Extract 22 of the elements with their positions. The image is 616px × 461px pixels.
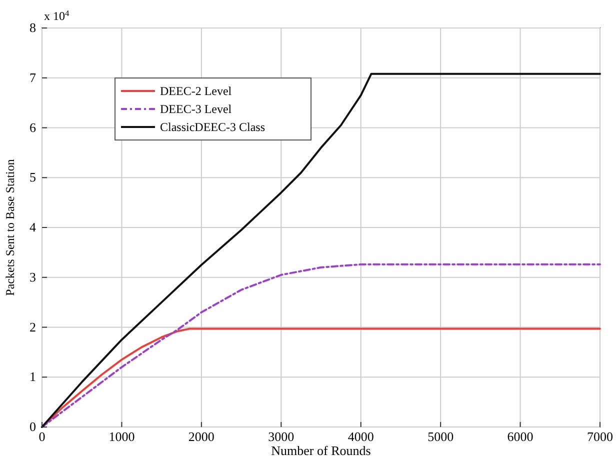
x-tick-label: 5000 <box>428 429 454 444</box>
y-tick-label: 2 <box>30 319 36 334</box>
x-tick-label: 3000 <box>268 429 294 444</box>
x-tick-label: 4000 <box>348 429 374 444</box>
y-tick-label: 6 <box>30 120 36 135</box>
y-axis-title: Packets Sent to Base Station <box>3 159 17 296</box>
y-tick-label: 1 <box>30 369 36 384</box>
legend-label: DEEC-2 Level <box>160 84 232 98</box>
x-tick-label: 1000 <box>108 429 135 444</box>
y-tick-label: 4 <box>30 220 36 234</box>
legend-label: DEEC-3 Level <box>160 102 232 116</box>
x-tick-label: 6000 <box>507 429 534 444</box>
legend-label: ClassicDEEC-3 Class <box>160 120 266 134</box>
text: x 10$^{4}$ <box>44 8 70 23</box>
x-axis-title: Number of Rounds <box>271 443 371 458</box>
x-tick-label: 2000 <box>188 429 214 444</box>
x-tick-label: 7000 <box>587 429 613 444</box>
y-tick-label: 3 <box>30 269 36 284</box>
y-tick-label: 7 <box>30 70 36 85</box>
y-tick-label: 0 <box>30 419 36 434</box>
y-tick-label: 8 <box>30 20 36 35</box>
y-tick-label: 5 <box>30 170 36 185</box>
